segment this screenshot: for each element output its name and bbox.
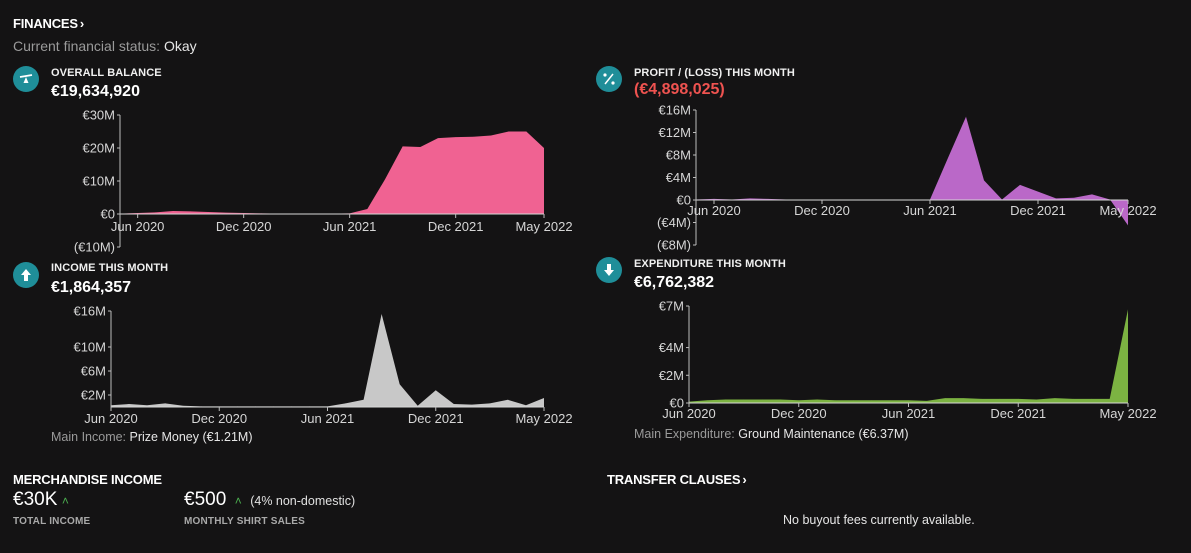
profit-area-series	[696, 116, 1128, 226]
expenditure-x-tick-label: Dec 2020	[771, 406, 827, 421]
shirt-sales-label: MONTHLY SHIRT SALES	[184, 516, 306, 527]
income-y-tick-label: €10M	[73, 340, 106, 355]
profit-y-tick-label: €4M	[666, 170, 691, 185]
overall-y-tick-label: €30M	[82, 108, 115, 123]
main-income-value: Prize Money (€1.21M)	[129, 430, 253, 444]
main-expenditure-label: Main Expenditure:	[634, 427, 735, 441]
chevron-right-icon[interactable]: ›	[79, 16, 84, 31]
income-y-tick-label: €16M	[73, 304, 106, 319]
overall-y-tick-label: €0	[101, 207, 115, 222]
income-chart: €16M €10M €6M €2M Jun 2020 Dec 2020 Jun 2021 De…	[73, 304, 572, 427]
main-income-label: Main Income:	[51, 430, 127, 444]
merch-total-label: TOTAL INCOME	[13, 516, 91, 527]
status-value: Okay	[163, 38, 197, 54]
income-x-tick-label: May 2022	[515, 411, 572, 426]
expenditure-value: €6,762,382	[634, 274, 715, 291]
profit-x-tick-label: May 2022	[1099, 203, 1156, 218]
merchandise-income-title: MERCHANDISE INCOME	[13, 472, 162, 487]
overall-balance-chart: €30M €20M €10M €0 (€10M) Jun 2020 Dec 2020 Jun …	[74, 108, 573, 255]
expenditure-y-tick-label: €7M	[659, 299, 684, 314]
profit-chart: €16M €12M €8M €4M €0 (€4M) (€8M) Jun 2020 Dec 20…	[657, 103, 1157, 253]
merch-shirt: €500 ˄ (4% non-domestic)	[184, 489, 355, 511]
main-income-note: Main Income: Prize Money (€1.21M)	[51, 430, 252, 444]
profit-y-tick-label: €12M	[658, 125, 691, 140]
status-label: Current financial status:	[13, 38, 161, 54]
expenditure-y-tick-label: €2M	[659, 368, 684, 383]
profit-y-tick-label: (€8M)	[657, 238, 691, 253]
overall-x-tick-label: Jun 2021	[323, 219, 377, 234]
main-expenditure-note: Main Expenditure: Ground Maintenance (€6…	[634, 427, 908, 441]
profit-x-tick-label: Jun 2021	[903, 203, 957, 218]
transfer-clauses-header[interactable]: TRANSFER CLAUSES ›	[607, 472, 747, 487]
income-x-tick-label: Dec 2020	[191, 411, 247, 426]
income-title: INCOME THIS MONTH	[51, 262, 169, 274]
overall-y-tick-label: (€10M)	[74, 240, 115, 255]
income-y-tick-label: €2M	[81, 388, 106, 403]
income-x-tick-label: Jun 2021	[301, 411, 355, 426]
arrow-down-icon	[596, 257, 622, 283]
profit-y-tick-label: €16M	[658, 103, 691, 118]
percent-icon	[596, 66, 622, 92]
income-area-series	[111, 314, 544, 407]
balance-icon	[13, 66, 39, 92]
finances-title[interactable]: FINANCES	[13, 16, 78, 31]
expenditure-area-series	[689, 309, 1128, 403]
overall-x-tick-label: Dec 2020	[216, 219, 272, 234]
profit-title: PROFIT / (LOSS) THIS MONTH	[634, 67, 795, 79]
expenditure-y-tick-label: €4M	[659, 340, 684, 355]
trend-up-icon: ˄	[61, 494, 69, 508]
overall-y-tick-label: €10M	[82, 174, 115, 189]
income-x-tick-label: Dec 2021	[408, 411, 464, 426]
expenditure-x-tick-label: Jun 2020	[662, 406, 716, 421]
profit-y-tick-label: €0	[677, 193, 691, 208]
trend-up-icon: ˄	[234, 494, 242, 508]
income-y-tick-label: €6M	[81, 364, 106, 379]
overall-balance-value: €19,634,920	[51, 83, 140, 100]
overall-x-tick-label: Jun 2020	[111, 219, 165, 234]
chevron-right-icon[interactable]: ›	[742, 472, 747, 487]
shirt-sales-note: (4% non-domestic)	[250, 494, 356, 508]
merch-total: €30K ˄	[13, 489, 69, 511]
arrow-up-icon	[13, 262, 39, 288]
overall-y-tick-label: €20M	[82, 141, 115, 156]
expenditure-y-tick-label: €0	[670, 396, 684, 411]
overall-x-tick-label: Dec 2021	[428, 219, 484, 234]
transfer-clauses-title[interactable]: TRANSFER CLAUSES	[607, 472, 741, 487]
shirt-sales-value: €500	[184, 489, 227, 510]
overall-x-tick-label: May 2022	[515, 219, 572, 234]
overall-balance-title: OVERALL BALANCE	[51, 67, 162, 79]
profit-value: (€4,898,025)	[634, 81, 725, 98]
transfer-clauses-message: No buyout fees currently available.	[783, 513, 975, 527]
merch-total-value: €30K	[13, 489, 58, 510]
profit-y-tick-label: €8M	[666, 148, 691, 163]
income-x-tick-label: Jun 2020	[84, 411, 138, 426]
profit-x-tick-label: Dec 2021	[1010, 203, 1066, 218]
expenditure-title: EXPENDITURE THIS MONTH	[634, 258, 786, 270]
main-expenditure-value: Ground Maintenance (€6.37M)	[738, 427, 909, 441]
profit-y-tick-label: (€4M)	[657, 215, 691, 230]
financial-status: Current financial status: Okay	[13, 38, 197, 54]
income-value: €1,864,357	[51, 279, 132, 296]
profit-x-tick-label: Dec 2020	[794, 203, 850, 218]
profit-x-tick-label: Jun 2020	[687, 203, 741, 218]
expenditure-x-tick-label: May 2022	[1099, 406, 1156, 421]
finances-header[interactable]: FINANCES ›	[13, 16, 84, 31]
expenditure-x-tick-label: Dec 2021	[990, 406, 1046, 421]
overall-area-series	[120, 131, 544, 214]
expenditure-x-tick-label: Jun 2021	[882, 406, 936, 421]
